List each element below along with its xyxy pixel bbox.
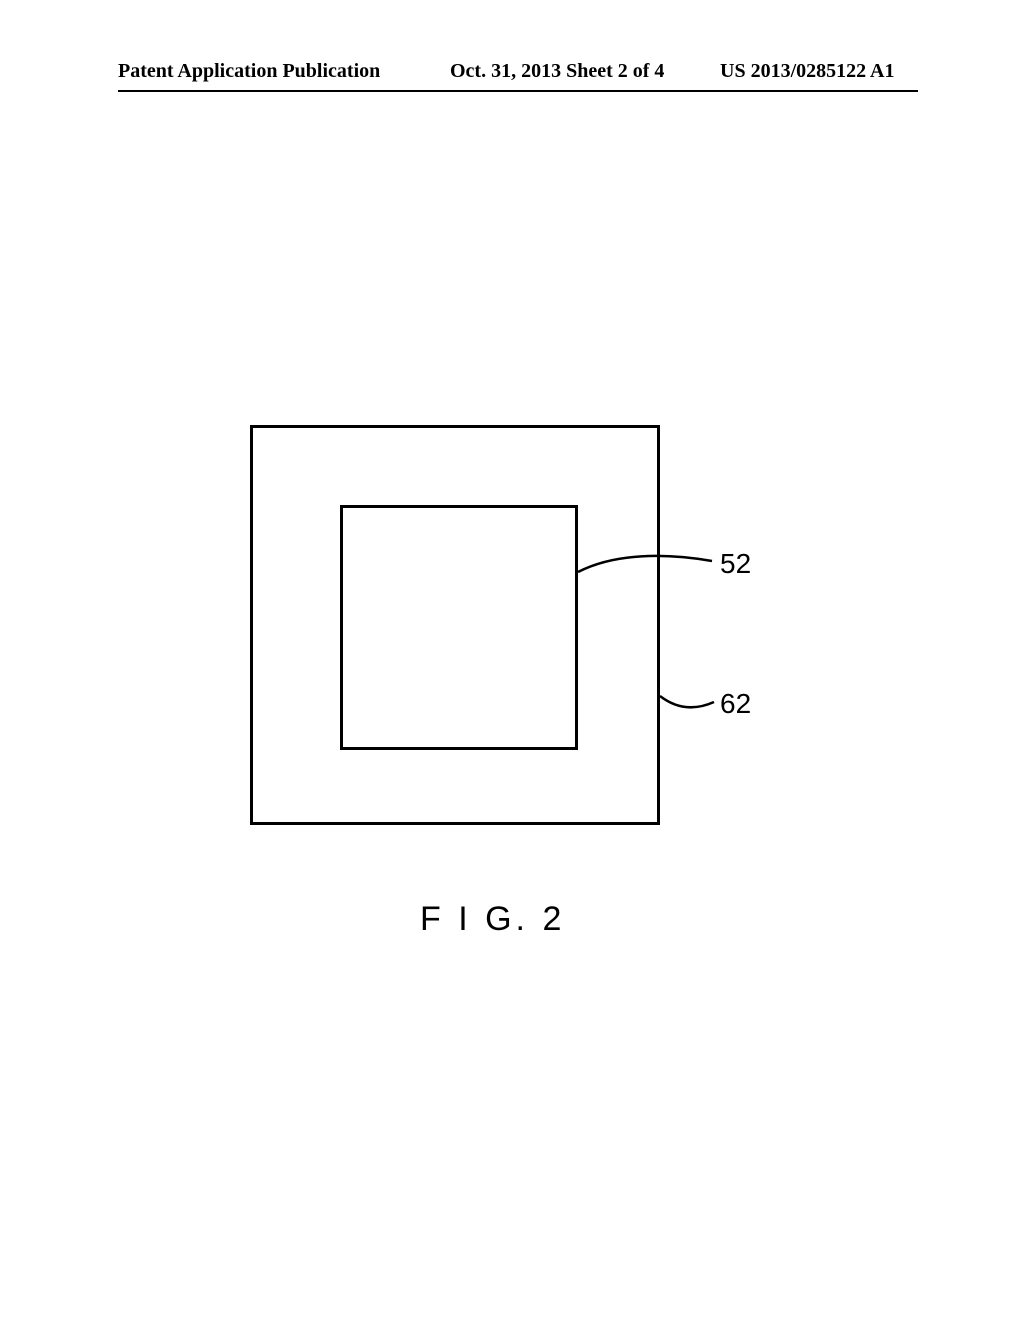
inner-square-52 [340,505,578,750]
page: Patent Application Publication Oct. 31, … [0,0,1024,1320]
leadline-62-path [660,696,714,707]
header-rule [118,90,918,92]
header-right: US 2013/0285122 A1 [720,60,894,83]
header-left: Patent Application Publication [118,60,380,83]
figure-caption: F I G. 2 [420,900,565,939]
header-center: Oct. 31, 2013 Sheet 2 of 4 [450,60,664,83]
ref-label-52: 52 [720,548,751,580]
ref-label-62: 62 [720,688,751,720]
leadline-62 [658,692,716,714]
